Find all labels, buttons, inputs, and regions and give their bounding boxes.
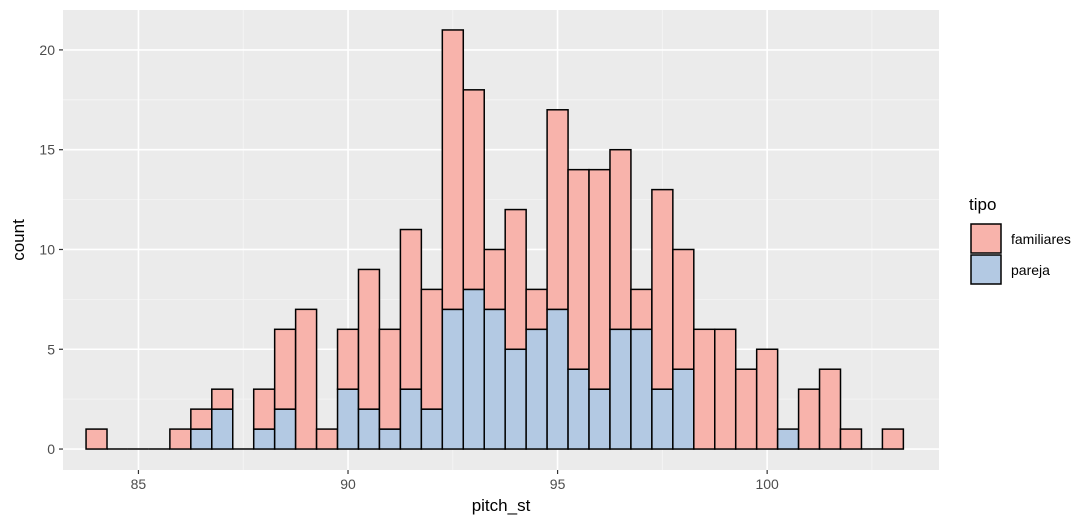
bar-familiares (525, 288, 548, 331)
bar-familiares (420, 288, 444, 410)
bar-pareja (504, 348, 527, 450)
bar-familiares (441, 29, 465, 311)
bar-familiares (252, 388, 276, 430)
bar-familiares (169, 428, 192, 450)
legend-label-pareja: pareja (1011, 262, 1050, 278)
bar-familiares (839, 428, 863, 450)
bar-familiares (651, 188, 674, 390)
bar-familiares (546, 109, 569, 311)
bar-familiares (357, 268, 381, 410)
bar-familiares (190, 408, 213, 430)
bar-familiares (378, 328, 402, 430)
bar-familiares (273, 328, 297, 410)
legend-label-familiares: familiares (1011, 231, 1071, 247)
legend: tipo familiares pareja (969, 195, 1071, 285)
bar-familiares (734, 368, 758, 450)
y-tick-label: 10 (39, 241, 55, 257)
bar-familiares (336, 328, 360, 390)
bar-familiares (211, 388, 234, 410)
bar-familiares (630, 288, 653, 331)
bar-familiares (881, 428, 905, 450)
y-tick-label: 5 (47, 341, 55, 357)
x-tick-label: 95 (550, 476, 566, 492)
bar-familiares (588, 168, 611, 390)
bar-familiares (315, 428, 339, 450)
bar-pareja (630, 328, 653, 450)
bar-familiares (672, 248, 695, 370)
bar-familiares (85, 428, 108, 450)
bar-familiares (504, 208, 527, 351)
bar-familiares (755, 348, 779, 450)
bar-pareja (420, 408, 444, 450)
legend-key-pareja (970, 254, 1002, 285)
bar-pareja (546, 308, 569, 450)
y-tick-label: 15 (39, 142, 55, 158)
bar-pareja (525, 328, 548, 450)
x-tick-label: 85 (131, 476, 147, 492)
bar-pareja (273, 408, 297, 450)
legend-title: tipo (969, 195, 996, 214)
x-tick-label: 90 (340, 476, 356, 492)
bar-pareja (776, 428, 800, 450)
bar-familiares (462, 89, 485, 291)
bar-familiares (294, 308, 318, 450)
x-axis-title: pitch_st (472, 496, 531, 515)
bars (85, 29, 905, 450)
y-tick-label: 0 (47, 441, 55, 457)
bar-pareja (462, 288, 485, 450)
bar-pareja (357, 408, 381, 450)
bar-familiares (609, 148, 632, 331)
bar-pareja (651, 388, 674, 450)
bar-pareja (567, 368, 590, 450)
bar-familiares (567, 168, 590, 370)
bar-familiares (797, 388, 821, 450)
bar-pareja (441, 308, 465, 450)
bar-familiares (399, 228, 423, 390)
bar-familiares (818, 368, 842, 450)
bar-pareja (378, 428, 402, 450)
bar-pareja (399, 388, 423, 450)
bar-pareja (336, 388, 360, 450)
bar-pareja (483, 308, 506, 450)
bar-familiares (693, 328, 716, 450)
y-tick-label: 20 (39, 42, 55, 58)
y-axis-ticks: 0 5 10 15 20 (39, 42, 63, 457)
x-axis-ticks: 85 90 95 100 (131, 470, 779, 492)
legend-key-familiares (970, 223, 1002, 254)
x-tick-label: 100 (755, 476, 779, 492)
bar-pareja (211, 408, 234, 450)
bar-familiares (483, 248, 506, 311)
bar-familiares (714, 328, 737, 450)
bar-pareja (609, 328, 632, 450)
y-axis-title: count (9, 219, 28, 261)
bar-pareja (190, 428, 213, 450)
bar-pareja (252, 428, 276, 450)
bar-pareja (588, 388, 611, 450)
bar-pareja (672, 368, 695, 450)
